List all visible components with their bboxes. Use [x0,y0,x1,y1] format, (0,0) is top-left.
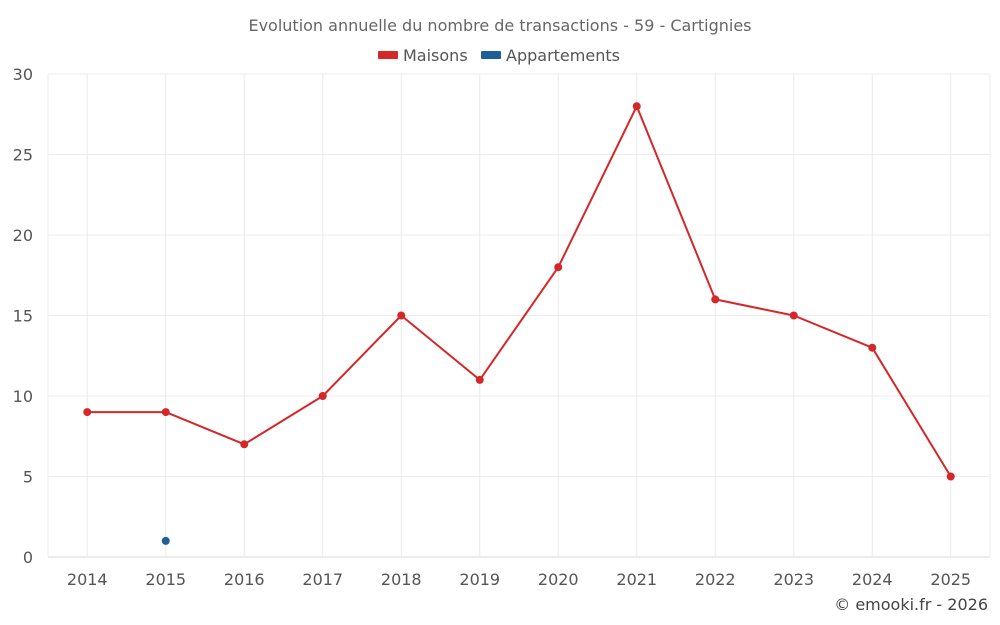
chart-title: Evolution annuelle du nombre de transact… [248,16,751,35]
y-tick-label: 30 [13,65,33,84]
data-point-maisons[interactable] [161,408,170,417]
x-tick-label: 2018 [381,570,422,589]
y-tick-label: 25 [13,146,33,165]
data-point-maisons[interactable] [554,263,563,272]
x-tick-label: 2014 [67,570,108,589]
data-point-maisons[interactable] [397,311,406,320]
y-tick-label: 15 [13,307,33,326]
data-point-maisons[interactable] [789,311,798,320]
data-point-maisons[interactable] [240,440,249,449]
data-point-appartements[interactable] [161,536,170,545]
legend-swatch-appartements[interactable] [481,51,501,59]
legend-swatch-maisons[interactable] [378,51,398,59]
x-tick-label: 2015 [145,570,186,589]
series-layer [83,102,955,545]
y-tick-label: 20 [13,226,33,245]
x-tick-label: 2025 [930,570,971,589]
data-point-maisons[interactable] [318,392,327,400]
data-point-maisons[interactable] [711,295,720,304]
data-point-maisons[interactable] [475,375,484,384]
x-tick-label: 2019 [459,570,500,589]
x-tick-label: 2021 [616,570,657,589]
y-tick-label: 5 [23,468,33,487]
x-tick-label: 2024 [852,570,893,589]
data-point-maisons[interactable] [632,102,641,111]
legend-label-appartements[interactable]: Appartements [506,46,620,65]
grid [47,73,991,558]
x-tick-label: 2020 [538,570,579,589]
legend-label-maisons[interactable]: Maisons [403,46,468,65]
legend: Maisons Appartements [378,46,620,65]
data-point-maisons[interactable] [83,408,92,417]
credit: © emooki.fr - 2026 [834,595,988,614]
data-point-maisons[interactable] [946,472,955,481]
y-tick-label: 0 [23,548,33,567]
x-axis: 2014 2015 2016 2017 2018 2019 2020 2021 2022 2023… [67,570,971,589]
x-tick-label: 2016 [224,570,265,589]
y-tick-label: 10 [13,387,33,406]
series-line-maisons [87,105,952,478]
data-point-maisons[interactable] [868,343,877,352]
x-tick-label: 2023 [773,570,814,589]
x-tick-label: 2017 [302,570,343,589]
y-axis: 0 5 10 15 20 25 30 [13,65,33,567]
x-tick-label: 2022 [695,570,736,589]
